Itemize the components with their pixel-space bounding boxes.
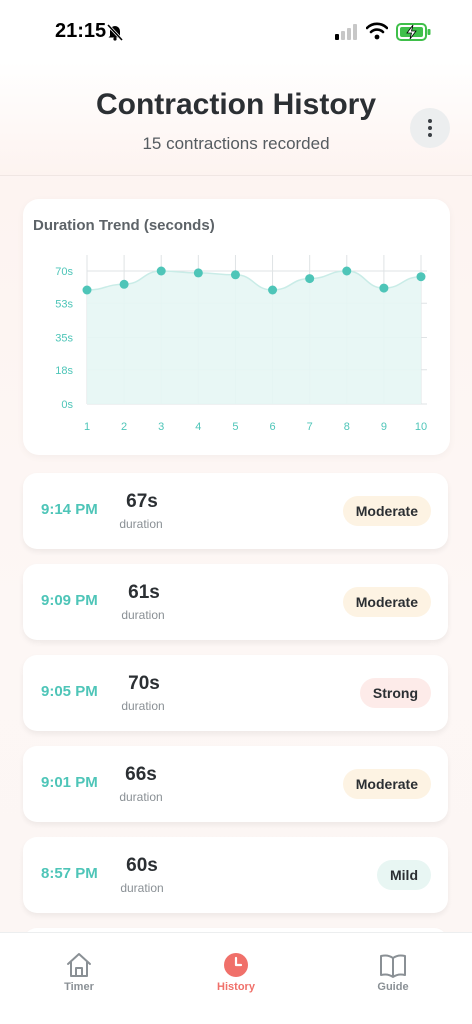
contraction-entry[interactable]: 9:14 PM 67s duration Moderate [23, 473, 448, 549]
contraction-entry[interactable]: 8:57 PM 60s duration Mild [23, 837, 448, 913]
duration-trend-chart: 70s 53s 35s 18s 0s 1 2 3 4 5 6 7 8 9 10 [55, 255, 427, 433]
area-fill [87, 271, 421, 404]
book-icon [380, 954, 406, 978]
data-point [193, 268, 203, 278]
tab-guide[interactable]: Guide [343, 933, 443, 1024]
x-tick-label: 10 [415, 421, 427, 433]
clock-icon [224, 953, 248, 977]
y-tick-label: 53s [55, 298, 73, 310]
tab-label: Guide [377, 981, 409, 993]
entry-duration-label: duration [120, 881, 164, 895]
contraction-entry[interactable]: 9:05 PM 70s duration Strong [23, 655, 448, 731]
tab-label: History [217, 981, 255, 993]
chart-title: Duration Trend (seconds) [33, 217, 215, 234]
more-options-button[interactable] [410, 108, 450, 148]
duration-trend-card: Duration Trend (seconds) 70s 53s 35s 18s 0s 1… [23, 199, 450, 455]
home-icon [67, 953, 91, 977]
entry-time: 8:57 PM [41, 865, 98, 882]
series-line [86, 270, 422, 291]
bell-off-icon [106, 23, 124, 41]
intensity-badge: Strong [359, 678, 431, 708]
x-tick-label: 1 [84, 421, 90, 433]
tab-bar: Timer History Guide [0, 932, 472, 1024]
x-tick-label: 9 [381, 421, 387, 433]
entry-duration: 70s [128, 673, 160, 694]
more-dot-icon [428, 119, 432, 123]
x-tick-label: 3 [158, 421, 164, 433]
entry-time: 9:09 PM [41, 592, 98, 609]
header: Contraction History 15 contractions reco… [0, 62, 472, 176]
data-point [379, 283, 389, 293]
intensity-badge: Mild [377, 860, 431, 890]
x-tick-label: 5 [232, 421, 238, 433]
contraction-entry[interactable]: 9:09 PM 61s duration Moderate [23, 564, 448, 640]
data-point [416, 272, 426, 282]
y-tick-label: 35s [55, 333, 73, 345]
data-point [156, 266, 166, 276]
cellular-signal-icon [335, 24, 357, 40]
data-point [268, 285, 278, 295]
entry-duration-label: duration [119, 517, 163, 531]
page-title: Contraction History [95, 88, 377, 121]
entry-time: 9:05 PM [41, 683, 98, 700]
y-tick-label: 18s [55, 365, 73, 377]
contraction-entry[interactable]: 9:01 PM 66s duration Moderate [23, 746, 448, 822]
entry-duration: 66s [125, 764, 157, 785]
data-point [230, 270, 240, 280]
data-point [82, 285, 92, 295]
entry-duration: 61s [128, 582, 160, 603]
more-dot-icon [428, 126, 432, 130]
x-tick-label: 4 [195, 421, 201, 433]
x-tick-label: 2 [121, 421, 127, 433]
intensity-badge: Moderate [342, 496, 431, 526]
tab-timer[interactable]: Timer [29, 933, 129, 1024]
data-point [305, 274, 315, 284]
entry-duration-label: duration [121, 699, 165, 713]
entry-duration-label: duration [121, 608, 165, 622]
more-dot-icon [428, 133, 432, 137]
y-tick-label: 0s [61, 399, 73, 411]
battery-charging-icon [396, 23, 431, 41]
intensity-badge: Moderate [342, 769, 431, 799]
entry-duration: 67s [126, 491, 158, 512]
tab-label: Timer [64, 981, 94, 993]
data-point [342, 266, 352, 276]
status-time: 21:15 [55, 20, 107, 42]
x-tick-label: 8 [344, 421, 350, 433]
data-point [119, 279, 129, 289]
wifi-icon [366, 22, 388, 40]
x-tick-label: 6 [269, 421, 275, 433]
entry-time: 9:01 PM [41, 774, 98, 791]
status-bar: 21:15 [0, 0, 472, 62]
intensity-badge: Moderate [342, 587, 431, 617]
entry-duration: 60s [126, 855, 158, 876]
page-subtitle: 15 contractions recorded [142, 134, 330, 153]
x-tick-label: 7 [307, 421, 313, 433]
y-tick-label: 70s [55, 266, 73, 278]
tab-history[interactable]: History [186, 933, 286, 1024]
entry-duration-label: duration [119, 790, 163, 804]
entry-time: 9:14 PM [41, 501, 98, 518]
